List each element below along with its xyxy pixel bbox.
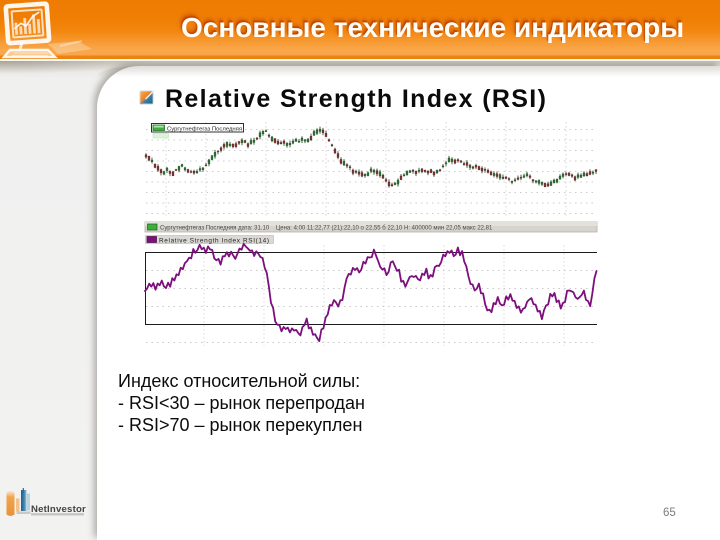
svg-text:Relative Strength Index RSI(14: Relative Strength Index RSI(14): [159, 237, 269, 244]
svg-text:Сургутнефтегаз Последняя дата:: Сургутнефтегаз Последняя дата: 31.10 Цен…: [160, 226, 493, 232]
svg-text:NetInvestor: NetInvestor: [31, 504, 86, 515]
svg-text:Сургутнефтегаз Последняя: Сургутнефтегаз Последняя: [167, 126, 242, 132]
